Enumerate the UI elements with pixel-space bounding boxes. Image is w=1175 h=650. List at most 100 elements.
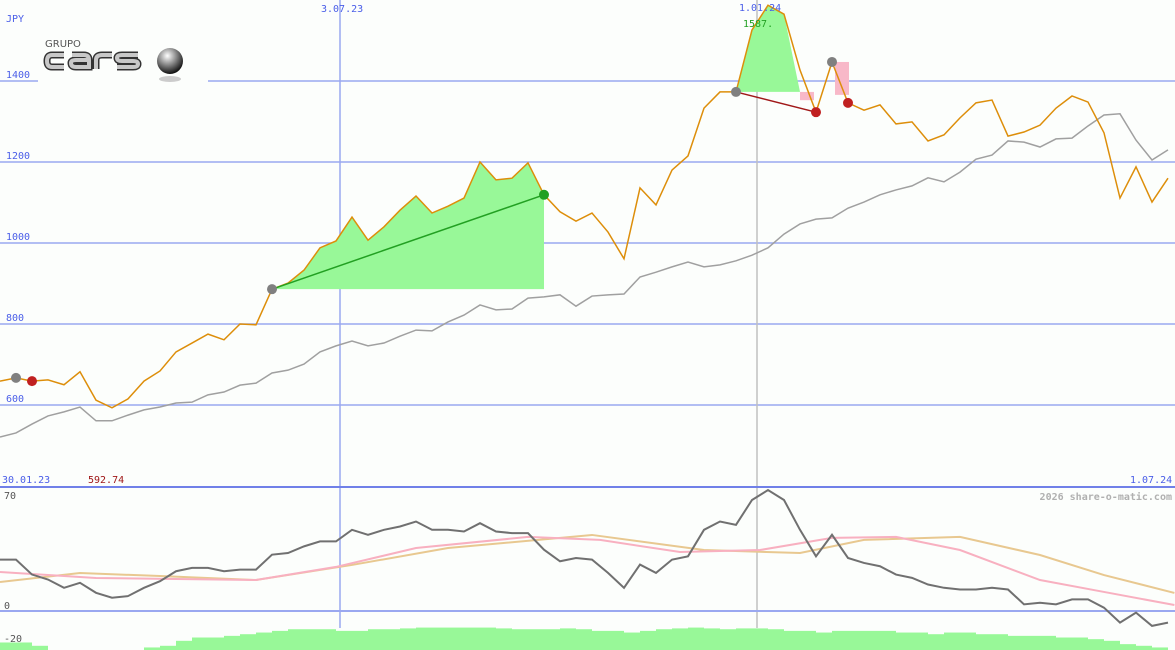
y-tick-label: 1200 <box>6 151 30 162</box>
trade-marker-entry <box>731 86 741 97</box>
trade-line-win <box>271 194 545 290</box>
histogram-bar <box>768 629 784 650</box>
histogram-bar <box>240 634 256 650</box>
histogram-bar <box>688 627 704 650</box>
indicator-tick-label: 70 <box>4 491 16 502</box>
histogram-bar <box>480 627 496 650</box>
histogram-bar <box>544 629 560 650</box>
histogram-bar <box>1120 644 1136 650</box>
date-label-start: 30.01.23 <box>2 475 50 486</box>
histogram-bar <box>1040 635 1056 650</box>
histogram-bar <box>256 632 272 650</box>
histogram-bar <box>720 629 736 650</box>
logo: GRUPO <box>43 39 183 82</box>
histogram-bar <box>1056 637 1072 650</box>
histogram-bar <box>464 627 480 650</box>
histogram-bar <box>160 645 176 650</box>
histogram-bar <box>752 628 768 650</box>
histogram-bar <box>592 630 608 650</box>
histogram-bar <box>320 629 336 650</box>
histogram-bar <box>496 628 512 650</box>
min-price-label: 592.74 <box>88 475 124 486</box>
indicator-tick-label: -20 <box>4 634 22 645</box>
histogram-bar <box>800 630 816 650</box>
date-label-mid1: 3.07.23 <box>321 4 363 15</box>
y-tick-label: 1000 <box>6 232 30 243</box>
histogram-bar <box>928 634 944 650</box>
histogram-bar <box>288 629 304 650</box>
histogram-bar <box>976 634 992 650</box>
histogram-bar <box>272 630 288 650</box>
trade-marker-entry <box>267 284 277 295</box>
copyright: 2026 share-o-matic.com <box>1040 491 1172 503</box>
histogram-bar <box>576 629 592 650</box>
trade-marker-exit-win <box>539 189 549 200</box>
signal-1-line <box>0 535 1175 607</box>
trade-marker-exit-loss <box>843 97 853 108</box>
histogram-bar <box>176 640 192 650</box>
histogram-bar <box>1152 647 1168 650</box>
histogram-bar <box>704 628 720 650</box>
price-line <box>0 4 1169 409</box>
histogram-bar <box>880 630 896 650</box>
trade-loss-area <box>800 91 814 101</box>
signal-2-line <box>0 533 1175 594</box>
histogram-bar <box>304 629 320 650</box>
histogram-bar <box>0 642 16 650</box>
histogram-bar <box>432 627 448 650</box>
trade-line-loss <box>735 91 817 113</box>
histogram-bar <box>560 628 576 650</box>
y-tick-label: 800 <box>6 313 24 324</box>
histogram-bar <box>352 630 368 650</box>
indicator-tick-label: 0 <box>4 601 10 612</box>
logo-sphere-icon <box>157 48 183 74</box>
histogram-bar <box>896 632 912 650</box>
histogram-bar <box>192 637 208 650</box>
logo-cars-lettering <box>43 51 142 71</box>
histogram-bar <box>224 635 240 650</box>
histogram-bar <box>144 647 160 650</box>
trade-marker-entry <box>11 372 21 383</box>
histogram-bar <box>960 632 976 650</box>
histogram-bar <box>448 627 464 650</box>
histogram-bar <box>384 629 400 650</box>
histogram-bar <box>656 629 672 650</box>
histogram-bar <box>1104 640 1120 650</box>
histogram-bar <box>944 632 960 650</box>
y-axis-unit: JPY <box>6 14 24 25</box>
y-tick-label: 600 <box>6 394 24 405</box>
histogram-bar <box>640 630 656 650</box>
max-price-label: 1587. <box>743 19 773 30</box>
histogram-bar <box>1088 639 1104 650</box>
trade-win-area <box>272 162 544 290</box>
histogram-bar <box>16 642 32 650</box>
histogram-bar <box>528 629 544 650</box>
histogram-bar <box>416 627 432 650</box>
histogram-bar <box>208 637 224 650</box>
histogram-bar <box>672 628 688 650</box>
histogram-bar <box>1024 635 1040 650</box>
histogram-bar <box>336 630 352 650</box>
histogram-bar <box>912 632 928 650</box>
histogram-bar <box>992 634 1008 650</box>
logo-small-text: GRUPO <box>45 39 81 50</box>
histogram-bar <box>1136 645 1152 650</box>
histogram-bar <box>736 628 752 650</box>
histogram-bar <box>816 632 832 650</box>
histogram-bar <box>848 630 864 650</box>
trade-marker-exit-loss <box>27 376 37 387</box>
histogram-bar <box>608 630 624 650</box>
histogram-bar <box>1008 635 1024 650</box>
histogram-bar <box>368 629 384 650</box>
histogram-bar <box>512 629 528 650</box>
trade-marker-entry <box>827 56 837 67</box>
y-tick-label: 1400 <box>6 70 30 81</box>
trade-loss-area <box>835 61 849 95</box>
histogram-bar <box>1072 637 1088 650</box>
logo-shadow <box>159 76 181 82</box>
date-label-end: 1.07.24 <box>1130 475 1172 486</box>
histogram-bar <box>864 630 880 650</box>
histogram-bar <box>400 628 416 650</box>
oscillator-line <box>0 488 1169 627</box>
